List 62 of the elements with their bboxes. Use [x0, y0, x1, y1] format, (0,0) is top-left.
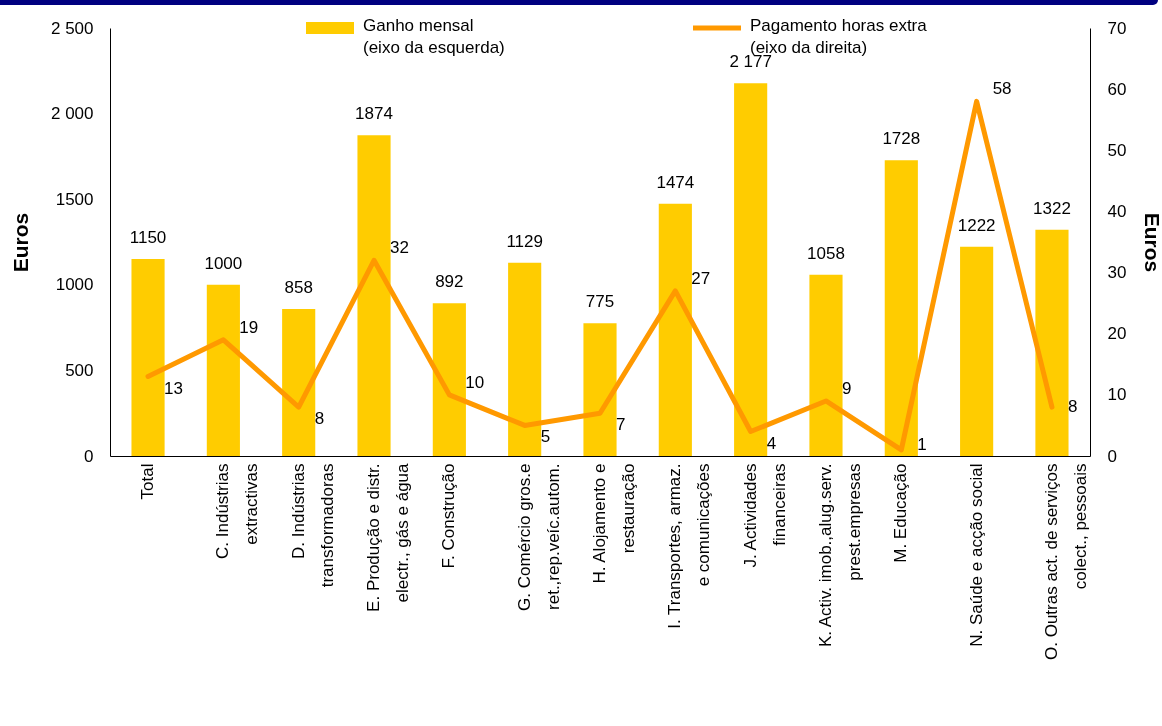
data-label: 1129 [506, 231, 543, 251]
data-label: 8 [1067, 397, 1078, 417]
x-tick-label: M. Educação [891, 463, 911, 563]
data-label: 1058 [807, 243, 845, 263]
y-tick-label: 1500 [55, 189, 94, 209]
bar [658, 203, 692, 456]
data-label: 1150 [129, 228, 167, 248]
bar [131, 259, 165, 456]
data-label: 1728 [882, 129, 921, 149]
y-axis-title: Euros [8, 212, 32, 273]
bar [809, 274, 843, 456]
y2-tick-label: 70 [1107, 18, 1127, 38]
data-label: 4 [766, 433, 777, 453]
bar [1035, 229, 1069, 456]
bar [960, 246, 994, 456]
data-label: 1874 [355, 104, 393, 124]
y2-tick-label: 0 [1107, 446, 1117, 466]
y2-tick-label: 40 [1107, 201, 1127, 221]
data-label: 27 [691, 268, 711, 288]
data-label: 19 [239, 317, 259, 337]
data-label: 9 [841, 378, 852, 398]
data-label: 1322 [1033, 198, 1071, 218]
x-tick-label: G. Comércio gros.e ret.,rep.veíc.autom. [514, 463, 563, 611]
data-label: 892 [435, 272, 464, 292]
data-label: 32 [390, 238, 409, 258]
bar [583, 323, 617, 456]
bar [884, 160, 918, 456]
data-label: 5 [540, 427, 551, 447]
legend-label: Ganho mensal (eixo da esquerda) [363, 16, 505, 57]
y-tick-label: 2 500 [50, 18, 94, 38]
y2-tick-label: 60 [1107, 79, 1127, 99]
data-label: 13 [164, 378, 183, 398]
bar [508, 262, 542, 456]
y-tick-label: 1000 [55, 275, 94, 295]
y-tick-label: 0 [84, 446, 94, 466]
data-label: 7 [616, 415, 626, 435]
data-label: 1222 [957, 215, 996, 235]
y2-tick-label: 10 [1107, 385, 1127, 405]
x-tick-label: Total [138, 463, 158, 500]
y-tick-label: 2 000 [50, 104, 94, 124]
bar [282, 309, 316, 456]
bar [734, 83, 768, 456]
data-label: 1474 [656, 172, 695, 192]
data-label: 58 [992, 79, 1012, 99]
bar [206, 284, 240, 456]
bar [432, 303, 466, 456]
data-label: 775 [585, 292, 615, 312]
data-label: 10 [465, 372, 485, 392]
y2-tick-label: 20 [1107, 324, 1127, 344]
x-tick-label: O. Outras act. de serviços colect., pessoais [1041, 463, 1090, 661]
y2-tick-label: 50 [1107, 140, 1127, 160]
data-label: 858 [284, 278, 313, 298]
y-tick-label: 500 [65, 360, 94, 380]
y2-axis-title: Euros [1140, 212, 1162, 273]
x-tick-label: N. Saúde e acção social [966, 463, 986, 647]
bar [357, 135, 391, 456]
x-tick-label: F. Construção [439, 463, 459, 569]
y2-tick-label: 30 [1107, 263, 1127, 283]
data-label: 1 [917, 434, 927, 454]
x-tick-label: C. Indústrias extractivas [213, 463, 262, 559]
data-label: 1000 [204, 253, 243, 273]
data-label: 8 [314, 409, 325, 429]
